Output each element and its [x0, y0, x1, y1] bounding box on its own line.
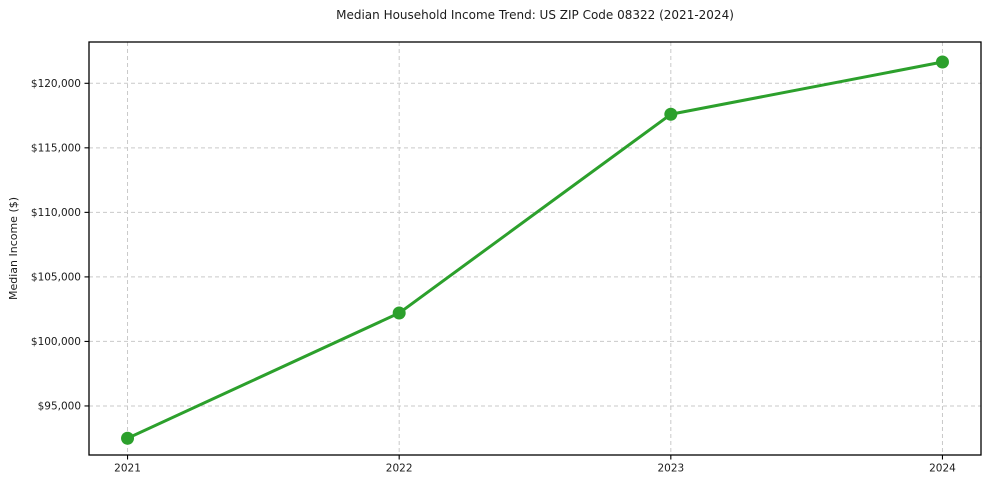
plot-area: $95,000 $100,000 $105,000 $110,000 $115,000 $…	[31, 41, 982, 475]
chart-title: Median Household Income Trend: US ZIP Co…	[336, 8, 734, 22]
data-point	[935, 55, 949, 69]
data-point	[392, 306, 406, 320]
axes-frame	[88, 41, 982, 456]
data-point	[664, 107, 678, 121]
data-point	[121, 431, 135, 445]
x-tick-label: 2024	[929, 463, 956, 475]
y-tick-label: $120,000	[31, 78, 81, 90]
y-tick-label: $95,000	[38, 400, 81, 412]
y-tick-label: $110,000	[31, 207, 81, 219]
x-tick-label: 2022	[386, 463, 413, 475]
x-tick-label: 2023	[657, 463, 684, 475]
data-line	[126, 60, 944, 440]
x-tick-label: 2021	[114, 463, 141, 475]
y-tick-label: $115,000	[31, 142, 81, 154]
y-axis-label: Median Income ($)	[7, 197, 20, 300]
y-tick-label: $100,000	[31, 336, 81, 348]
y-tick-label: $105,000	[31, 271, 81, 283]
